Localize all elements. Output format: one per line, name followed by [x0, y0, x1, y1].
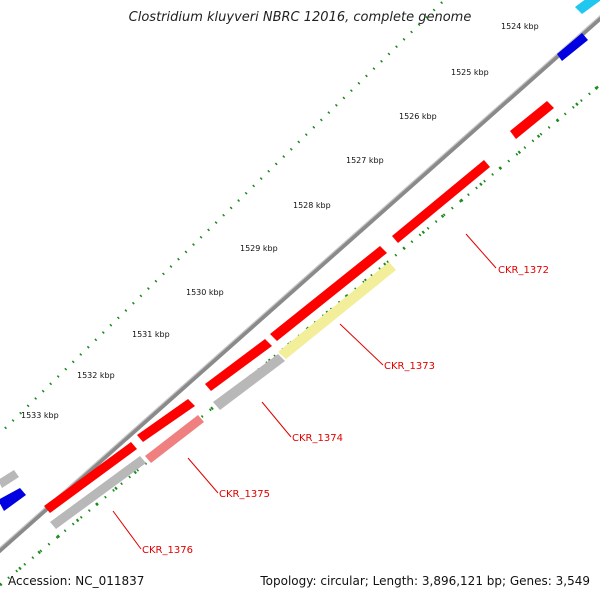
- gene-CKR_1376-forward-arrow[interactable]: [44, 442, 137, 513]
- gene-grey-arrow-left[interactable]: [0, 470, 19, 488]
- kbp-label: 1533 kbp: [21, 411, 59, 420]
- gene-CKR_1372-arrow[interactable]: [392, 160, 490, 243]
- kbp-label: 1524 kbp: [501, 22, 539, 31]
- gene-CKR_1373-forward-arrow[interactable]: [205, 339, 272, 391]
- kbp-label: 1532 kbp: [77, 371, 115, 380]
- gene-CKR_1375-forward-arrow[interactable]: [137, 399, 195, 442]
- gene-cyan-arrow[interactable]: [575, 0, 600, 14]
- gene-labels: CKR_1372 CKR_1373 CKR_1374 CKR_1375 CKR_…: [142, 265, 549, 556]
- reverse-strand-genes: [0, 262, 396, 529]
- genome-summary-text: Topology: circular; Length: 3,896,121 bp…: [260, 574, 590, 588]
- accession-text: Accession: NC_011837: [8, 574, 145, 588]
- gene-label-CKR_1375[interactable]: CKR_1375: [219, 489, 270, 500]
- gene-label-CKR_1373[interactable]: CKR_1373: [384, 361, 435, 372]
- gene-CKR_1373-yellow-arrow[interactable]: [278, 262, 396, 359]
- kbp-label: 1531 kbp: [132, 330, 170, 339]
- inner-ruler-ticks: [0, 83, 600, 587]
- kbp-scale-labels: 1524 kbp 1525 kbp 1526 kbp 1527 kbp 1528…: [21, 22, 539, 420]
- gene-label-connectors: [112, 233, 497, 550]
- genome-title: Clostridium kluyveri NBRC 12016, complet…: [128, 10, 472, 25]
- gene-forward-top-arrow[interactable]: [510, 101, 554, 139]
- kbp-label: 1527 kbp: [346, 156, 384, 165]
- kbp-label: 1529 kbp: [240, 244, 278, 253]
- gene-blue-arrow-right[interactable]: [557, 33, 588, 61]
- gene-CKR_1375-pink-arrow[interactable]: [145, 415, 204, 463]
- gene-CKR_1376-grey-arrow[interactable]: [50, 456, 146, 529]
- gene-label-CKR_1374[interactable]: CKR_1374: [292, 433, 343, 444]
- forward-strand-genes: [0, 0, 600, 513]
- kbp-label: 1530 kbp: [186, 288, 224, 297]
- gene-CKR_1374-grey-arrow[interactable]: [213, 354, 285, 410]
- kbp-label: 1525 kbp: [451, 68, 489, 77]
- kbp-label: 1528 kbp: [293, 201, 331, 210]
- gene-forward-mid-arrow[interactable]: [270, 246, 387, 341]
- kbp-label: 1526 kbp: [399, 112, 437, 121]
- genome-backbone: [0, 16, 600, 554]
- gene-label-CKR_1372[interactable]: CKR_1372: [498, 265, 549, 276]
- gene-label-CKR_1376[interactable]: CKR_1376: [142, 545, 193, 556]
- gene-blue-arrow-left[interactable]: [0, 488, 26, 511]
